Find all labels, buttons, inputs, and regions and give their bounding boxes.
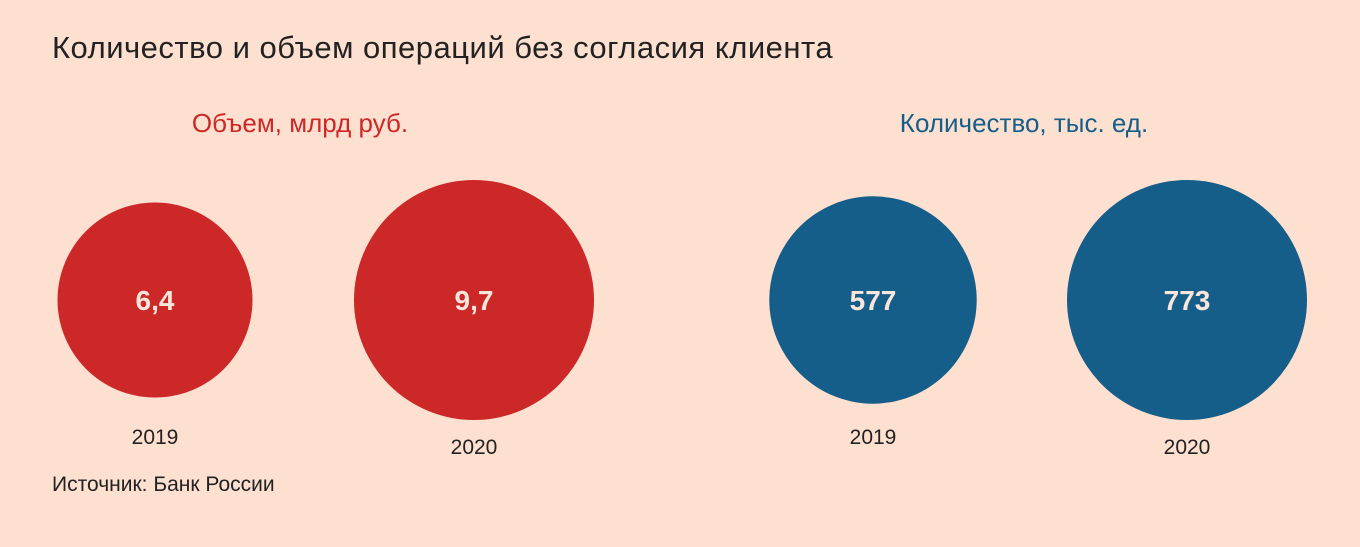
- volume-value-label-2019: 6,4: [136, 285, 175, 316]
- count-value-label-2020: 773: [1164, 285, 1211, 316]
- count-year-label-2020: 2020: [1164, 436, 1211, 459]
- volume-year-label-2020: 2020: [451, 436, 498, 459]
- volume-year-label-2019: 2019: [132, 426, 179, 449]
- source-note: Источник: Банк России: [52, 473, 275, 496]
- count-year-label-2019: 2019: [850, 426, 897, 449]
- count-bubble-2020: [1067, 180, 1307, 420]
- volume-bubble-2019: [57, 202, 253, 398]
- count-bubble-2019: [769, 196, 977, 404]
- count-value-label-2019: 577: [850, 285, 897, 316]
- count-chart-title: Количество, тыс. ед.: [899, 108, 1149, 138]
- page-title: Количество и объем операций без согласия…: [52, 30, 834, 65]
- volume-bubble-2020: [354, 180, 594, 420]
- volume-chart-title: Объем, млрд руб.: [191, 108, 409, 138]
- volume-value-label-2020: 9,7: [455, 285, 494, 316]
